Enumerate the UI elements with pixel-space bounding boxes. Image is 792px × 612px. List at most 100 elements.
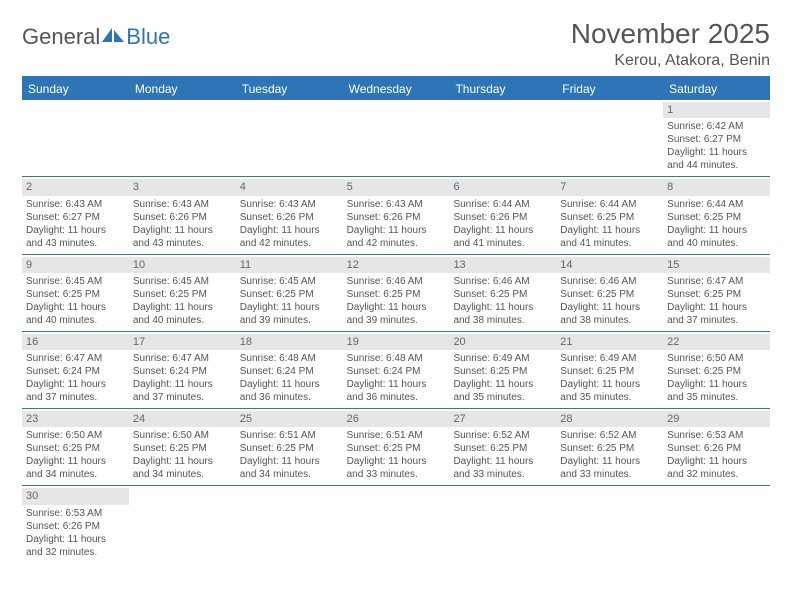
day-number: 26 [343,411,450,427]
day-number: 30 [22,488,129,504]
day-cell: 9Sunrise: 6:45 AMSunset: 6:25 PMDaylight… [22,255,129,331]
header: General Blue November 2025 Kerou, Atakor… [22,18,770,70]
day-info-line: and 35 minutes. [667,391,766,404]
day-info-line: and 40 minutes. [667,237,766,250]
day-number: 19 [343,334,450,350]
day-cell: 10Sunrise: 6:45 AMSunset: 6:25 PMDayligh… [129,255,236,331]
day-info-line: Sunrise: 6:44 AM [667,198,766,211]
logo-text-1: General [22,24,100,50]
day-info-line: Daylight: 11 hours [560,224,659,237]
day-info-line: Sunset: 6:25 PM [560,365,659,378]
day-number: 15 [663,257,770,273]
dow-cell: Wednesday [343,78,450,100]
day-info-line: Daylight: 11 hours [347,455,446,468]
day-info-line: Sunset: 6:25 PM [560,288,659,301]
empty-day-cell [663,486,770,562]
day-info-line: Daylight: 11 hours [133,455,232,468]
day-info-line: Daylight: 11 hours [26,533,125,546]
day-of-week-header: SundayMondayTuesdayWednesdayThursdayFrid… [22,78,770,100]
day-info-line: Sunrise: 6:53 AM [667,429,766,442]
day-info-line: and 32 minutes. [26,546,125,559]
dow-cell: Tuesday [236,78,343,100]
day-number: 23 [22,411,129,427]
day-number: 21 [556,334,663,350]
day-info-line: Sunrise: 6:43 AM [240,198,339,211]
logo: General Blue [22,24,170,50]
day-number: 25 [236,411,343,427]
day-info-line: Sunrise: 6:50 AM [667,352,766,365]
day-info-line: Daylight: 11 hours [560,378,659,391]
day-info-line: Sunset: 6:26 PM [347,211,446,224]
day-info-line: Sunset: 6:25 PM [240,442,339,455]
day-info-line: Daylight: 11 hours [133,224,232,237]
day-number: 20 [449,334,556,350]
day-info-line: Sunset: 6:25 PM [560,442,659,455]
day-info-line: Daylight: 11 hours [667,224,766,237]
day-info-line: Sunrise: 6:47 AM [133,352,232,365]
day-cell: 3Sunrise: 6:43 AMSunset: 6:26 PMDaylight… [129,177,236,253]
day-info-line: and 38 minutes. [560,314,659,327]
day-info-line: and 37 minutes. [667,314,766,327]
day-number: 3 [129,179,236,195]
day-info-line: Daylight: 11 hours [240,224,339,237]
empty-day-cell [556,100,663,176]
day-number: 8 [663,179,770,195]
day-info-line: Sunrise: 6:45 AM [133,275,232,288]
day-number: 22 [663,334,770,350]
title-block: November 2025 Kerou, Atakora, Benin [571,18,770,70]
day-info-line: and 42 minutes. [240,237,339,250]
day-info-line: and 35 minutes. [453,391,552,404]
day-info-line: Sunrise: 6:44 AM [560,198,659,211]
empty-day-cell [129,100,236,176]
day-info-line: Sunset: 6:25 PM [667,365,766,378]
location-text: Kerou, Atakora, Benin [571,52,770,70]
day-info-line: Daylight: 11 hours [347,301,446,314]
dow-cell: Saturday [663,78,770,100]
day-cell: 13Sunrise: 6:46 AMSunset: 6:25 PMDayligh… [449,255,556,331]
day-cell: 23Sunrise: 6:50 AMSunset: 6:25 PMDayligh… [22,409,129,485]
empty-day-cell [343,100,450,176]
day-info-line: Sunset: 6:24 PM [26,365,125,378]
empty-day-cell [129,486,236,562]
day-info-line: Sunset: 6:25 PM [453,442,552,455]
day-cell: 28Sunrise: 6:52 AMSunset: 6:25 PMDayligh… [556,409,663,485]
day-cell: 16Sunrise: 6:47 AMSunset: 6:24 PMDayligh… [22,332,129,408]
day-cell: 25Sunrise: 6:51 AMSunset: 6:25 PMDayligh… [236,409,343,485]
calendar-grid: SundayMondayTuesdayWednesdayThursdayFrid… [22,76,770,563]
day-info-line: Sunrise: 6:45 AM [240,275,339,288]
day-cell: 7Sunrise: 6:44 AMSunset: 6:25 PMDaylight… [556,177,663,253]
day-info-line: Daylight: 11 hours [560,301,659,314]
day-info-line: Sunrise: 6:48 AM [240,352,339,365]
day-info-line: and 39 minutes. [347,314,446,327]
day-info-line: Daylight: 11 hours [560,455,659,468]
day-number: 29 [663,411,770,427]
day-cell: 5Sunrise: 6:43 AMSunset: 6:26 PMDaylight… [343,177,450,253]
week-row: 1Sunrise: 6:42 AMSunset: 6:27 PMDaylight… [22,100,770,177]
day-info-line: Sunrise: 6:48 AM [347,352,446,365]
empty-day-cell [236,100,343,176]
day-info-line: Sunrise: 6:43 AM [26,198,125,211]
day-number: 9 [22,257,129,273]
day-cell: 1Sunrise: 6:42 AMSunset: 6:27 PMDaylight… [663,100,770,176]
day-info-line: and 44 minutes. [667,159,766,172]
day-info-line: Sunrise: 6:44 AM [453,198,552,211]
empty-day-cell [22,100,129,176]
empty-day-cell [449,100,556,176]
day-info-line: Sunrise: 6:52 AM [560,429,659,442]
day-info-line: and 43 minutes. [26,237,125,250]
day-info-line: Daylight: 11 hours [240,455,339,468]
day-info-line: Sunset: 6:27 PM [667,133,766,146]
day-info-line: Sunrise: 6:52 AM [453,429,552,442]
day-info-line: and 40 minutes. [133,314,232,327]
calendar-page: General Blue November 2025 Kerou, Atakor… [0,0,792,581]
day-info-line: Sunset: 6:24 PM [133,365,232,378]
day-info-line: Sunset: 6:25 PM [133,442,232,455]
day-number: 10 [129,257,236,273]
day-info-line: Sunrise: 6:42 AM [667,120,766,133]
day-info-line: and 40 minutes. [26,314,125,327]
day-info-line: Daylight: 11 hours [26,224,125,237]
day-info-line: Sunset: 6:25 PM [240,288,339,301]
day-cell: 22Sunrise: 6:50 AMSunset: 6:25 PMDayligh… [663,332,770,408]
day-info-line: Sunset: 6:26 PM [133,211,232,224]
empty-day-cell [343,486,450,562]
